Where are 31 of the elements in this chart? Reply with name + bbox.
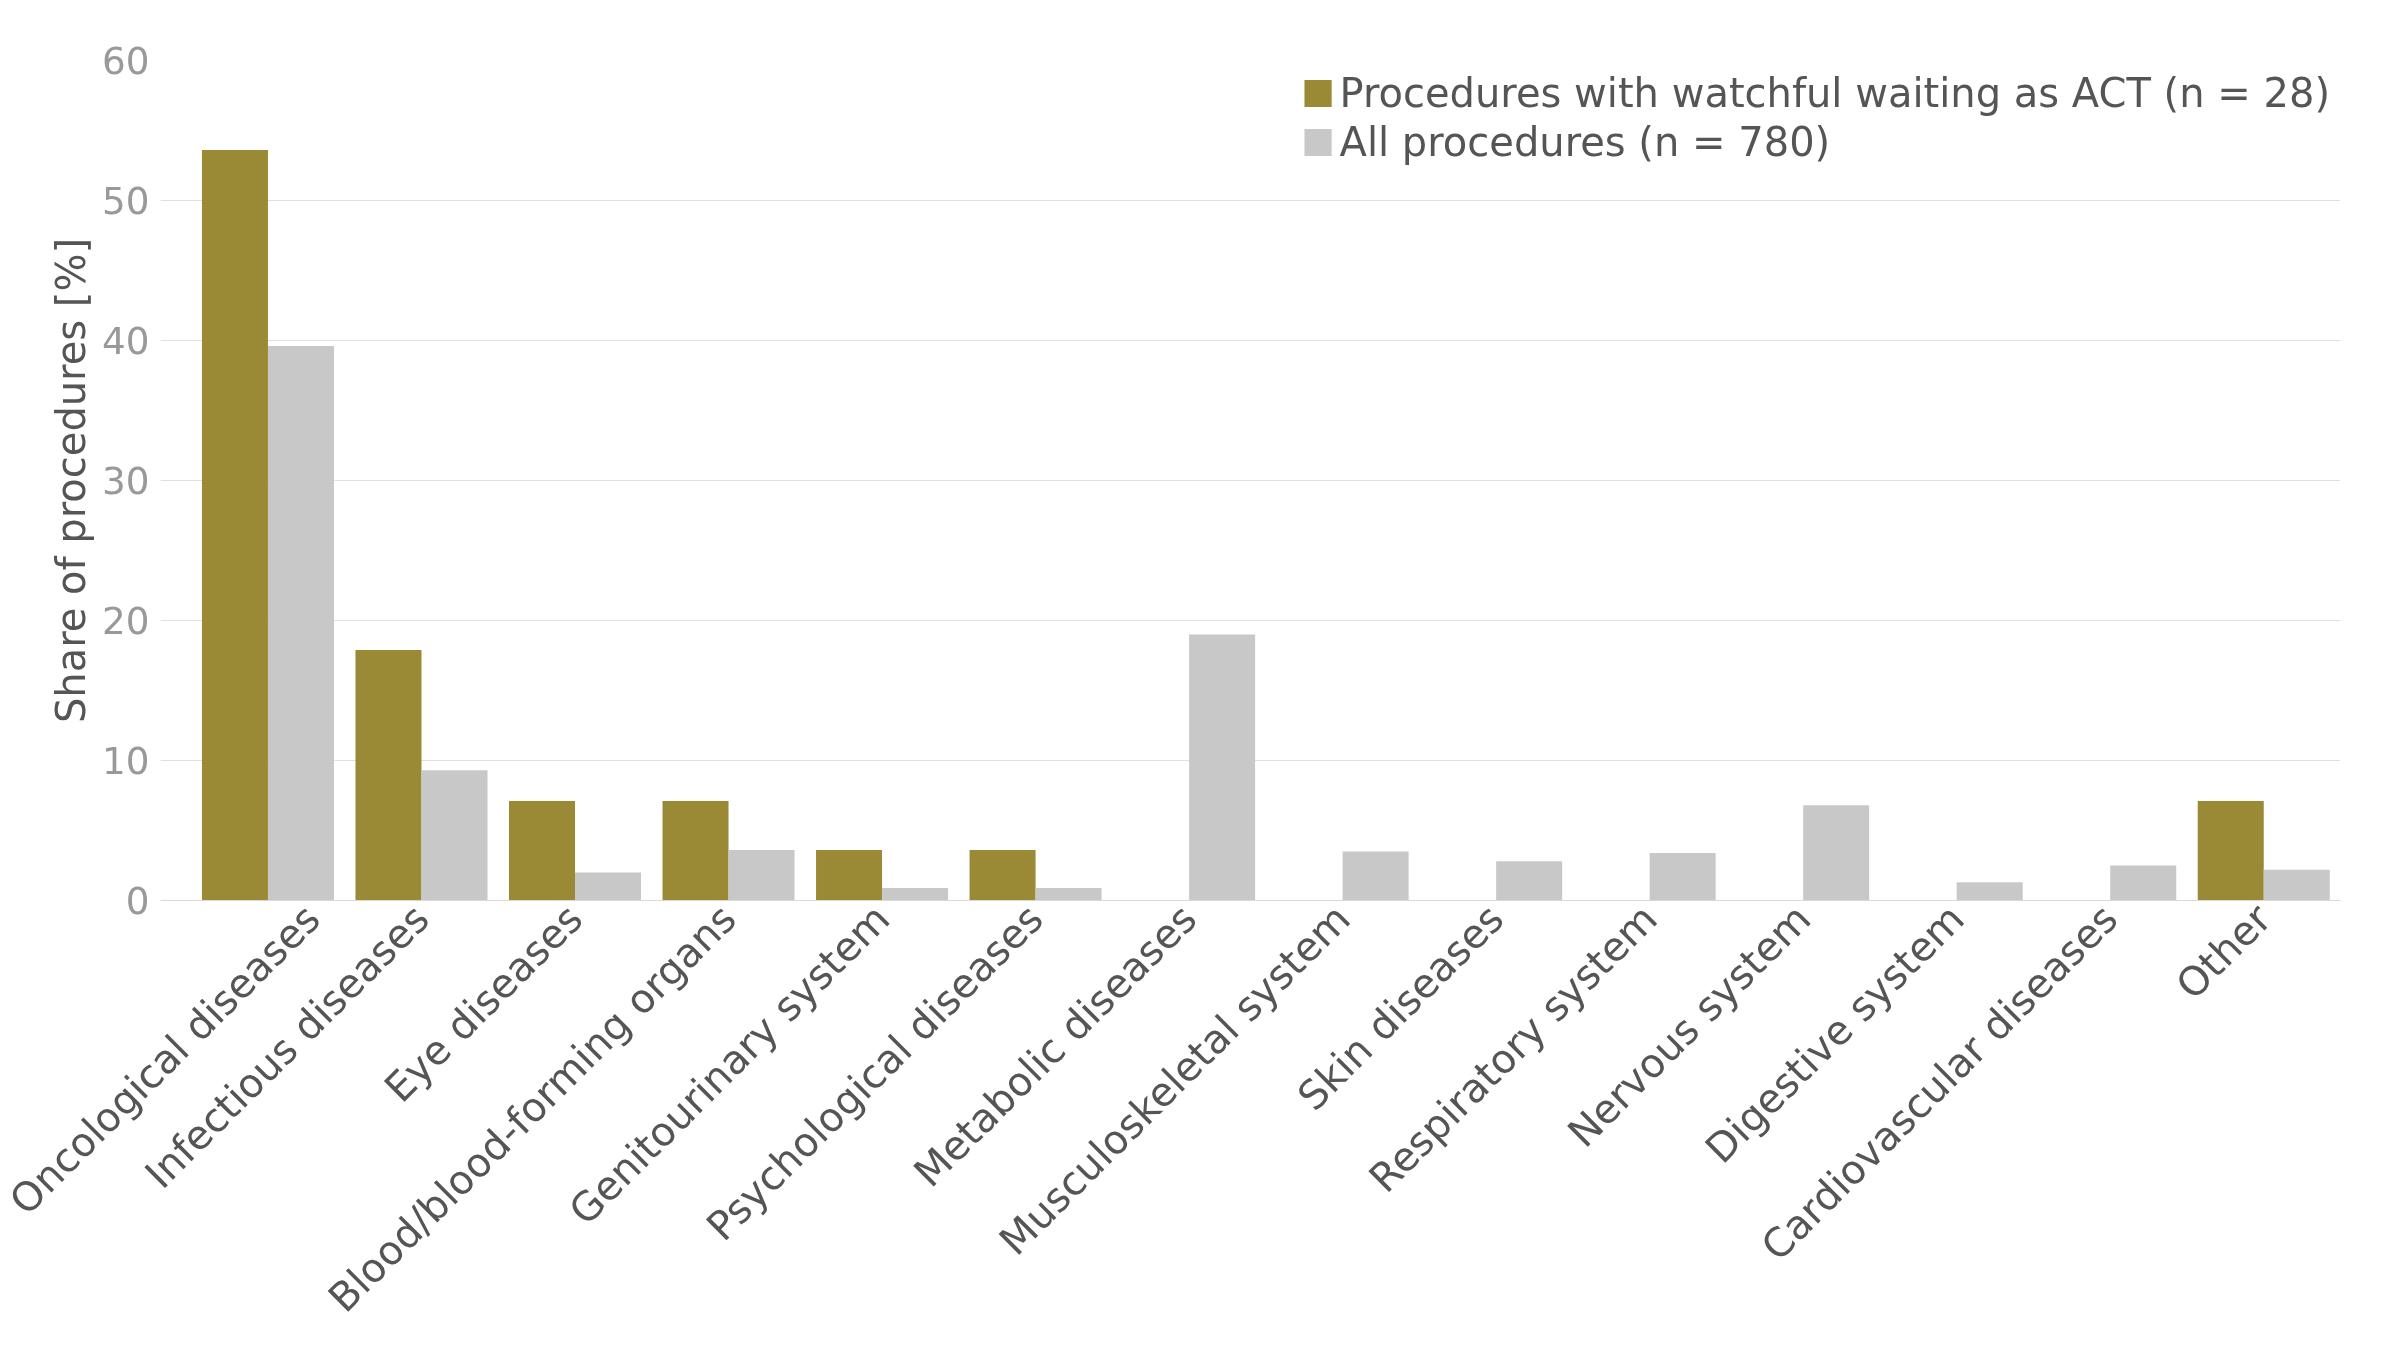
y-tick-label: 0 [125, 879, 150, 923]
bar [421, 770, 488, 901]
bar [969, 850, 1036, 901]
bar [882, 887, 949, 901]
bar [2263, 869, 2330, 901]
bar [1649, 852, 1716, 901]
bar [662, 801, 729, 901]
bar [1189, 634, 1256, 901]
y-tick-label: 40 [102, 319, 150, 363]
y-tick-label: 10 [102, 739, 150, 783]
legend-label: Procedures with watchful waiting as ACT (n = 28) [1339, 70, 2330, 116]
bar [1496, 861, 1563, 901]
bar [1803, 805, 1870, 901]
bar [508, 801, 576, 901]
bar [267, 346, 334, 901]
bar [1035, 887, 1102, 901]
bar [201, 150, 268, 901]
bar [355, 649, 422, 901]
bar [728, 850, 795, 901]
y-tick-label: 30 [102, 459, 150, 503]
legend-label: All procedures (n = 780) [1339, 119, 1831, 165]
bar [816, 850, 883, 901]
bar [2197, 801, 2264, 901]
y-axis-title: Share of procedures [%] [48, 237, 94, 724]
bar [1342, 851, 1409, 901]
bar [575, 872, 642, 901]
bar [2110, 865, 2177, 901]
y-tick-label: 20 [102, 599, 150, 643]
y-tick-label: 60 [102, 39, 150, 83]
y-tick-label: 50 [102, 179, 150, 223]
bar [1956, 882, 2023, 901]
